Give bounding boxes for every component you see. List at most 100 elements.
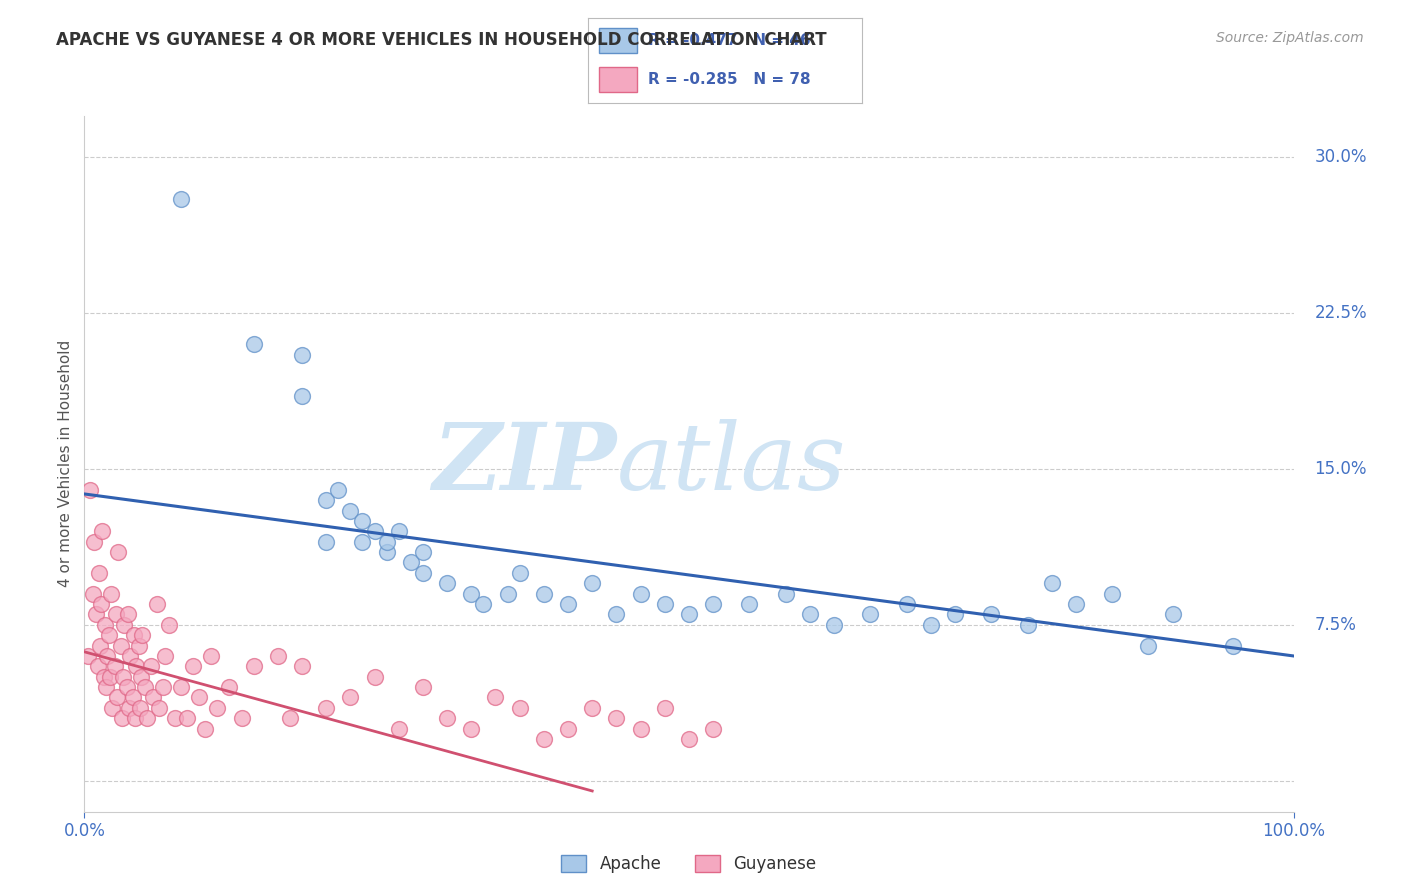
- Point: [533, 732, 555, 747]
- Point: [128, 639, 150, 653]
- Point: [121, 690, 143, 705]
- Text: R = -0.477   N = 46: R = -0.477 N = 46: [648, 33, 811, 48]
- Point: [86, 659, 108, 673]
- Point: [77, 648, 100, 663]
- Point: [101, 701, 124, 715]
- Point: [86, 607, 108, 622]
- Point: [328, 483, 350, 497]
- Point: [218, 680, 240, 694]
- Point: [654, 701, 676, 715]
- Point: [1101, 587, 1123, 601]
- Point: [412, 545, 434, 559]
- Point: [136, 711, 159, 725]
- Text: 30.0%: 30.0%: [1315, 148, 1367, 167]
- Point: [146, 597, 169, 611]
- Point: [738, 597, 761, 611]
- Point: [129, 701, 152, 715]
- Point: [920, 617, 942, 632]
- Point: [581, 701, 603, 715]
- Point: [291, 348, 314, 362]
- Text: 15.0%: 15.0%: [1315, 460, 1367, 478]
- Text: Source: ZipAtlas.com: Source: ZipAtlas.com: [1216, 31, 1364, 45]
- Point: [484, 690, 506, 705]
- Point: [1040, 576, 1063, 591]
- Point: [339, 503, 361, 517]
- Y-axis label: 4 or more Vehicles in Household: 4 or more Vehicles in Household: [58, 340, 73, 588]
- Point: [472, 597, 495, 611]
- Point: [170, 192, 193, 206]
- Point: [436, 711, 458, 725]
- Point: [91, 524, 114, 539]
- Point: [388, 722, 411, 736]
- Point: [460, 587, 482, 601]
- Point: [291, 389, 314, 403]
- Point: [104, 659, 127, 673]
- Point: [678, 732, 700, 747]
- Point: [557, 597, 579, 611]
- Point: [315, 493, 337, 508]
- Point: [200, 648, 222, 663]
- Point: [388, 524, 411, 539]
- Point: [120, 648, 142, 663]
- Point: [100, 587, 122, 601]
- Point: [1137, 639, 1160, 653]
- Point: [1161, 607, 1184, 622]
- Point: [399, 556, 422, 570]
- Point: [375, 545, 398, 559]
- Point: [188, 690, 211, 705]
- Point: [93, 670, 115, 684]
- Point: [98, 670, 121, 684]
- Point: [129, 670, 152, 684]
- FancyBboxPatch shape: [599, 67, 637, 93]
- Point: [105, 690, 128, 705]
- Point: [823, 617, 845, 632]
- Point: [107, 545, 129, 559]
- Text: 22.5%: 22.5%: [1315, 304, 1367, 322]
- Point: [170, 680, 193, 694]
- Point: [115, 680, 138, 694]
- Point: [131, 628, 153, 642]
- Text: atlas: atlas: [616, 419, 846, 508]
- Point: [896, 597, 918, 611]
- Point: [97, 628, 120, 642]
- Point: [90, 597, 112, 611]
- Point: [194, 722, 217, 736]
- Point: [112, 617, 135, 632]
- Point: [96, 648, 118, 663]
- Point: [157, 617, 180, 632]
- Point: [980, 607, 1002, 622]
- Point: [509, 701, 531, 715]
- Point: [363, 670, 385, 684]
- Point: [630, 722, 652, 736]
- Point: [142, 690, 165, 705]
- Point: [165, 711, 187, 725]
- Point: [943, 607, 966, 622]
- Point: [181, 659, 204, 673]
- Point: [110, 639, 132, 653]
- Point: [291, 659, 314, 673]
- Point: [654, 597, 676, 611]
- Point: [315, 534, 337, 549]
- Point: [139, 659, 162, 673]
- Point: [155, 648, 177, 663]
- Point: [207, 701, 229, 715]
- Point: [436, 576, 458, 591]
- Point: [242, 337, 264, 351]
- Point: [352, 534, 374, 549]
- Point: [122, 628, 145, 642]
- Point: [267, 648, 290, 663]
- Point: [533, 587, 555, 601]
- Point: [94, 680, 117, 694]
- Point: [375, 534, 398, 549]
- Point: [605, 711, 627, 725]
- Point: [702, 597, 724, 611]
- Point: [1064, 597, 1087, 611]
- Point: [678, 607, 700, 622]
- Legend: Apache, Guyanese: Apache, Guyanese: [555, 848, 823, 880]
- Point: [1017, 617, 1039, 632]
- Point: [176, 711, 198, 725]
- Point: [79, 483, 101, 497]
- Point: [775, 587, 797, 601]
- Point: [315, 701, 337, 715]
- Text: 7.5%: 7.5%: [1315, 615, 1357, 634]
